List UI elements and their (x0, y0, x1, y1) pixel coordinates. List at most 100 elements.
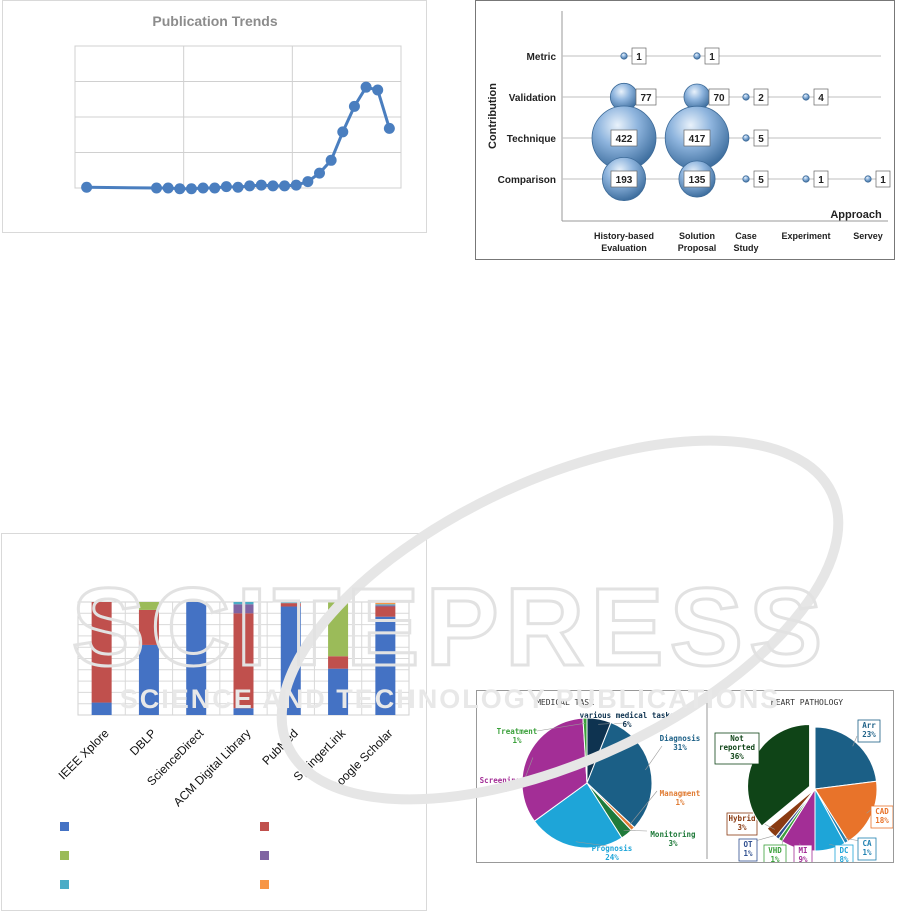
trend-point (314, 167, 325, 179)
pie-label: reported (719, 743, 755, 752)
bubble-label: 4 (818, 93, 824, 104)
bubble-label-box (813, 170, 829, 188)
bubble-label: 417 (689, 134, 706, 145)
bubble (742, 134, 750, 142)
pie-charts-panel: MEDICAL TASK HEART PATHOLOGY various med… (476, 690, 894, 868)
bubble-label-box (683, 170, 711, 188)
bubble-label-box (610, 170, 638, 188)
pie-label: 1% (675, 798, 685, 807)
leader-line (781, 836, 784, 847)
bubble (742, 93, 750, 101)
trend-point (325, 154, 337, 166)
bubble-chart-panel: Contribution Approach Comparison Techniqu… (475, 0, 895, 260)
trend-point (290, 179, 302, 191)
pie-label: Treatment (497, 727, 538, 736)
stacked-bar-segment (280, 606, 301, 715)
bubble (620, 52, 628, 60)
trend-point (302, 176, 314, 188)
pie-label: various medical tasks (580, 711, 675, 720)
legend-swatch (60, 880, 69, 889)
bubble-label: 5 (758, 175, 764, 186)
trend-point (383, 122, 395, 134)
bubble-label-box (635, 88, 657, 106)
stacked-bar-segment (375, 605, 396, 607)
legend-swatch (60, 822, 69, 831)
leader-line (843, 837, 861, 842)
trend-point (360, 81, 372, 93)
pie-label: CAD (875, 807, 889, 816)
stacked-bar-segment (375, 616, 396, 715)
trend-point (185, 183, 197, 195)
bubble-label: 422 (616, 134, 633, 145)
pie-label-box (857, 837, 877, 861)
stacked-bar-segment (375, 604, 396, 606)
trend-point (348, 100, 360, 112)
x-tick-label: Study (733, 243, 758, 253)
x-tick-label: History-based (594, 231, 654, 241)
y-tick-label: Comparison (498, 175, 556, 186)
pie-label: 1% (743, 849, 753, 858)
trend-point (244, 180, 256, 192)
pie-label: 1% (512, 736, 522, 745)
pie-label-box (857, 719, 881, 743)
bubble-label: 2 (758, 93, 764, 104)
bubble (742, 175, 750, 183)
bubble-label: 135 (689, 175, 706, 186)
bubble (693, 52, 701, 60)
trend-point (372, 84, 384, 96)
bubble-label: 193 (616, 175, 633, 186)
bubble-label-box (875, 170, 891, 188)
publication-trends-chart: Publication Trends (74, 13, 402, 195)
y-axis-label: Contribution (487, 83, 499, 149)
pie-label: 9% (798, 855, 808, 862)
pie-label: Managment (660, 789, 701, 798)
stacked-bar-segment (91, 702, 112, 715)
trend-point (337, 126, 349, 138)
bubble-label: 1 (709, 52, 715, 63)
stacked-bar-segment (233, 604, 254, 614)
pie-label: Prognosis (592, 844, 633, 853)
stacked-bar-segment (186, 602, 207, 715)
database-distribution-panel: IEEE Xplore DBLP ScienceDirect ACM Digital … (1, 533, 427, 911)
pie-label: CA (862, 839, 872, 848)
bubble-label: 1 (636, 52, 642, 63)
bubble (802, 93, 810, 101)
pie-label: MI (798, 846, 807, 855)
x-tick-label: IEEE Xplore (56, 726, 112, 782)
pie-label-box (738, 838, 758, 862)
pie-label: 36% (730, 752, 744, 761)
pie-label: OT (743, 840, 753, 849)
bubble-label-box (753, 129, 769, 147)
pie-label: 31% (673, 743, 687, 752)
bubble-label: 1 (880, 175, 886, 186)
legend-swatch (260, 880, 269, 889)
stacked-bar-segment (233, 602, 254, 605)
pie-label: Screening (480, 776, 521, 785)
bubble (802, 175, 810, 183)
bubble-label: 5 (758, 134, 764, 145)
y-tick-label: Metric (527, 52, 557, 63)
stacked-bar-segment (138, 644, 159, 715)
trend-point (174, 183, 186, 195)
bubble-label-box (631, 47, 647, 65)
pie-label: 23% (862, 730, 876, 739)
pie-label: 8% (839, 855, 849, 862)
leader-line (852, 735, 858, 747)
leader-line (575, 841, 608, 847)
stacked-bar-segment (138, 609, 159, 645)
stacked-bar-segment (233, 613, 254, 709)
stacked-bar-segment (328, 602, 349, 657)
trend-point (267, 180, 279, 192)
pie-label: 34% (493, 785, 507, 794)
leader-line (645, 745, 663, 771)
x-tick-label: PubMed (259, 726, 301, 768)
pie-label: Not (730, 734, 744, 743)
pie-label: DC (839, 846, 848, 855)
stacked-bar-segment (375, 602, 396, 605)
bubble (864, 175, 872, 183)
trend-point (255, 179, 267, 191)
contribution-approach-bubble-chart: Contribution Approach Comparison Techniqu… (487, 11, 891, 253)
y-tick-label: Validation (509, 93, 556, 104)
publication-trends-panel: Publication Trends (2, 0, 427, 233)
